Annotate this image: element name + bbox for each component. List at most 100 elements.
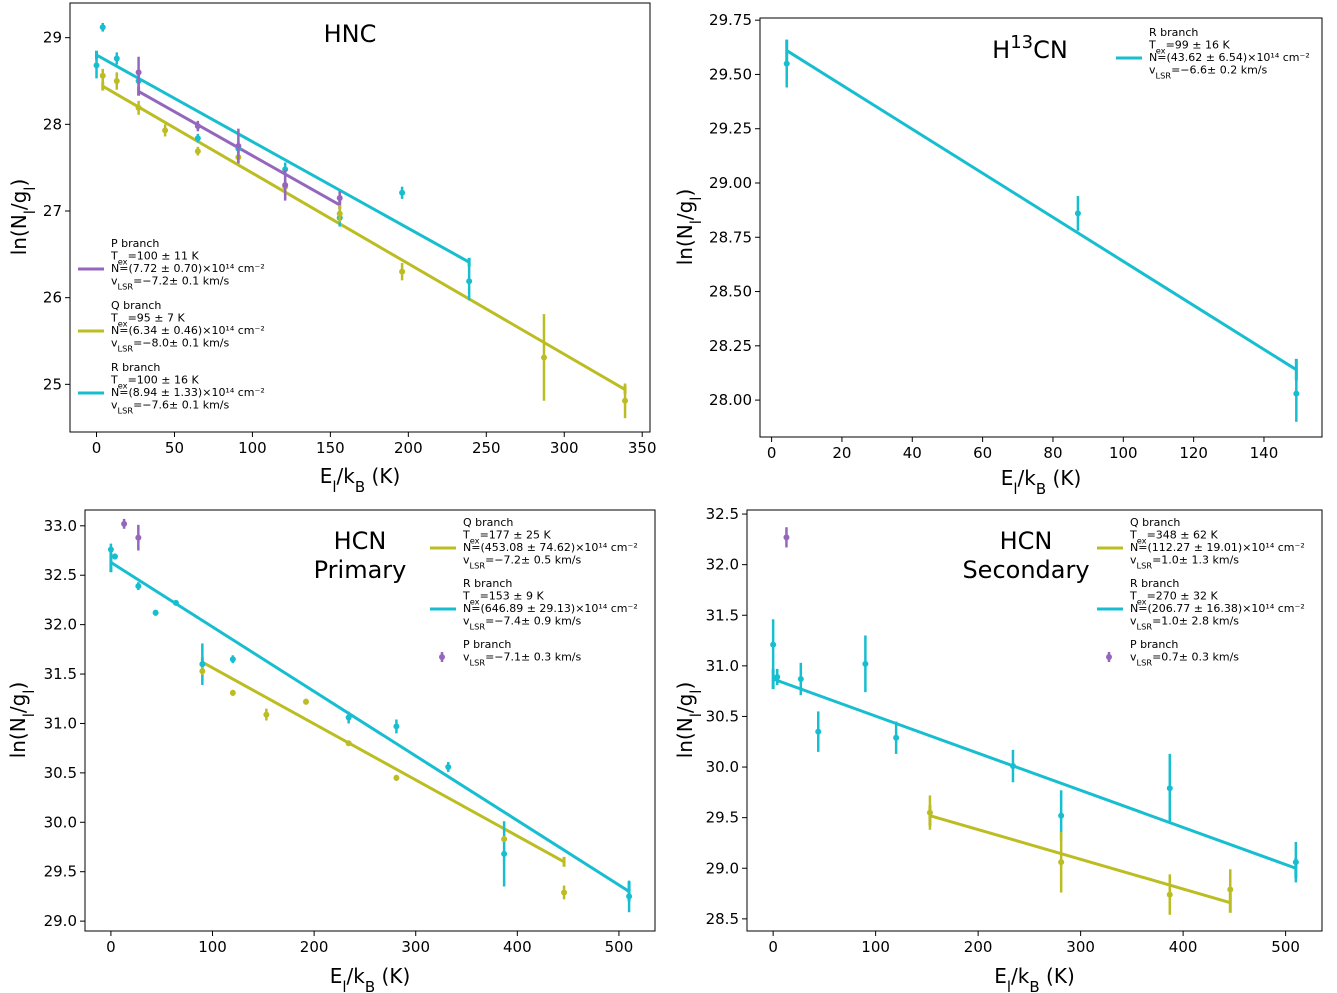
x-axis-label: El/kB (K) xyxy=(330,964,411,993)
y-tick-label: 32.5 xyxy=(44,566,77,584)
data-point-q xyxy=(162,127,169,134)
y-tick-label: 29.0 xyxy=(706,859,739,877)
y-tick-label: 31.0 xyxy=(44,714,77,732)
data-point-r xyxy=(1074,210,1081,217)
data-point-r xyxy=(152,609,159,616)
legend-text: vLSR=0.7± 0.3 km/s xyxy=(1130,651,1239,668)
data-point-r xyxy=(99,24,106,31)
x-tick-label: 0 xyxy=(92,439,102,457)
x-tick-label: 500 xyxy=(1271,938,1300,956)
legend-text: Q branch xyxy=(111,299,161,312)
data-point-r xyxy=(445,763,452,770)
data-point-r xyxy=(1293,390,1300,397)
fit-line-r xyxy=(95,53,470,264)
y-tick-label: 32.0 xyxy=(44,616,77,634)
chart-panel-2: 0 20 40 60 80 100 120 140 28.00 28.25 28.50 28.75 29… xyxy=(673,11,1323,498)
data-point-q xyxy=(1058,859,1065,866)
x-tick-label: 120 xyxy=(1179,444,1208,462)
y-tick-label: 31.0 xyxy=(706,657,739,675)
data-point-r xyxy=(135,583,142,590)
x-tick-label: 400 xyxy=(503,938,532,956)
data-point-r xyxy=(774,673,781,680)
plot-frame xyxy=(69,2,651,433)
data-point-r xyxy=(113,55,120,62)
fit-line-q xyxy=(101,84,626,391)
legend-text: R branch xyxy=(111,361,160,374)
data-point-q xyxy=(540,354,547,361)
x-tick-label: 150 xyxy=(316,439,345,457)
data-point-p xyxy=(235,143,242,149)
data-point-r xyxy=(797,676,804,683)
legend-text: Tex=177 ± 25 K xyxy=(462,529,551,546)
data-point-r xyxy=(1166,785,1173,792)
y-tick-label: 32.5 xyxy=(706,505,739,523)
fit-line-r xyxy=(785,49,1298,371)
data-point-r xyxy=(1292,859,1299,866)
chart-title: Primary xyxy=(314,556,407,584)
x-axis-label: El/kB (K) xyxy=(320,464,401,496)
y-tick-label: 25 xyxy=(43,375,62,393)
y-tick-label: 30.5 xyxy=(706,707,739,725)
x-tick-label: 300 xyxy=(550,439,579,457)
data-point-p xyxy=(135,534,142,541)
legend-text: N=(112.27 ± 19.01)×10¹⁴ cm⁻² xyxy=(1130,541,1305,554)
legend-text: vLSR=−7.2± 0.1 km/s xyxy=(111,275,230,292)
data-point-q xyxy=(302,698,309,705)
x-axis-label: El/kB (K) xyxy=(994,964,1075,993)
legend-text: P branch xyxy=(1130,638,1178,651)
data-point-r xyxy=(893,734,900,741)
data-point-p xyxy=(336,195,343,201)
fit-line-q xyxy=(201,660,565,864)
legend-text: vLSR=−7.1± 0.3 km/s xyxy=(463,651,582,668)
y-tick-label: 32.0 xyxy=(706,556,739,574)
chart-title: HNC xyxy=(324,20,377,48)
data-point-r xyxy=(1058,812,1065,819)
data-point-r xyxy=(770,641,777,648)
data-point-q xyxy=(229,689,236,696)
y-tick-label: 28.5 xyxy=(706,910,739,928)
data-point-r xyxy=(345,714,352,721)
legend-text: N=(206.77 ± 16.38)×10¹⁴ cm⁻² xyxy=(1130,602,1305,615)
y-tick-label: 26 xyxy=(43,289,62,307)
data-point-r xyxy=(862,660,869,667)
fit-line-q xyxy=(929,814,1231,905)
y-tick-label: 29.5 xyxy=(44,863,77,881)
x-tick-label: 20 xyxy=(832,444,851,462)
legend-text: vLSR=1.0± 2.8 km/s xyxy=(1130,615,1239,632)
data-point-q xyxy=(199,668,206,675)
legend-text: N=(6.34 ± 0.46)×10¹⁴ cm⁻² xyxy=(111,324,265,337)
legend-text: R branch xyxy=(463,577,512,590)
x-tick-label: 200 xyxy=(394,439,423,457)
legend-text: vLSR=−7.4± 0.9 km/s xyxy=(463,615,582,632)
y-tick-label: 33.0 xyxy=(44,517,77,535)
y-tick-label: 30.0 xyxy=(44,813,77,831)
x-tick-label: 40 xyxy=(903,444,922,462)
legend-text: vLSR=−7.6± 0.1 km/s xyxy=(111,399,230,416)
y-tick-label: 29.75 xyxy=(709,11,752,29)
legend-text: Tex=153 ± 9 K xyxy=(462,590,544,607)
y-tick-label: 29.0 xyxy=(44,912,77,930)
chart-title: HCN xyxy=(1000,527,1053,555)
data-point-q xyxy=(501,836,508,843)
legend-text: P branch xyxy=(463,638,511,651)
chart-title: Secondary xyxy=(962,556,1089,584)
x-tick-label: 400 xyxy=(1169,938,1198,956)
data-point-r xyxy=(783,60,790,67)
x-tick-label: 140 xyxy=(1250,444,1279,462)
data-point-q xyxy=(561,889,568,896)
fit-line-r xyxy=(772,677,1297,870)
y-tick-label: 28 xyxy=(43,115,62,133)
y-axis-label: ln(Nl/gl) xyxy=(673,189,705,266)
data-point-p xyxy=(282,182,289,188)
y-axis-label: ln(Nl/gl) xyxy=(673,682,705,759)
x-tick-label: 0 xyxy=(768,938,778,956)
data-point-q xyxy=(926,809,933,816)
legend-text: Tex=99 ± 16 K xyxy=(1148,39,1230,56)
chart-panel-3: 0 100 200 300 400 500 29.0 29.5 30.0 30.5 31.0 31.5… xyxy=(6,509,656,993)
data-point-r xyxy=(229,656,236,663)
x-tick-label: 0 xyxy=(106,938,116,956)
